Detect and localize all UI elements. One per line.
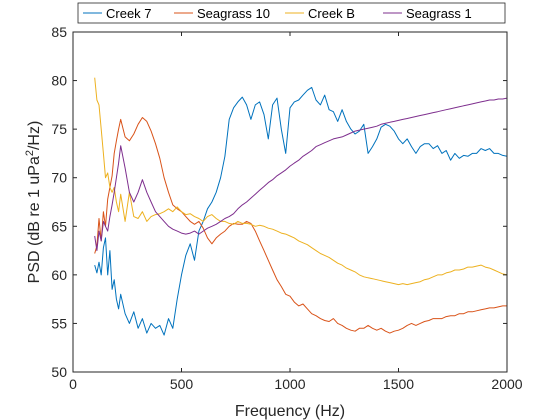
x-tick-label: 1500 xyxy=(383,376,414,392)
legend-label-seagrass-1: Seagrass 1 xyxy=(406,6,472,21)
y-tick-label: 50 xyxy=(51,364,67,380)
y-axis-label-prefix: PSD (dB re 1 uPa xyxy=(26,156,43,283)
y-tick-label: 80 xyxy=(51,73,67,89)
series-line-creek-7 xyxy=(94,86,508,336)
y-tick-label: 65 xyxy=(51,218,67,234)
y-tick-label: 85 xyxy=(51,24,67,40)
y-axis-label: PSD (dB re 1 uPa2/Hz) xyxy=(24,121,43,284)
legend-item-seagrass-1: Seagrass 1 xyxy=(383,6,472,21)
legend-label-creek-7: Creek 7 xyxy=(106,6,152,21)
y-tick-label: 60 xyxy=(51,267,67,283)
x-axis-label: Frequency (Hz) xyxy=(235,403,345,420)
x-tick-label: 2000 xyxy=(491,376,522,392)
series-line-seagrass-1 xyxy=(94,97,508,252)
y-axis-label-suffix: /Hz) xyxy=(26,121,43,150)
y-axis-label-superscript: 2 xyxy=(24,150,36,156)
series-line-creek-b xyxy=(94,77,508,286)
x-tick-label: 1000 xyxy=(274,376,305,392)
y-tick-label: 55 xyxy=(51,315,67,331)
x-tick-label: 0 xyxy=(69,376,77,392)
series-line-seagrass-10 xyxy=(94,117,507,334)
x-tick-label: 500 xyxy=(170,376,194,392)
legend-label-seagrass-10: Seagrass 10 xyxy=(197,6,270,21)
y-tick-label: 75 xyxy=(51,121,67,137)
series-layer xyxy=(94,77,508,336)
legend-item-creek-b: Creek B xyxy=(285,6,355,21)
legend-item-seagrass-10: Seagrass 10 xyxy=(174,6,270,21)
x-axis: 0 500 1000 1500 2000 xyxy=(69,32,523,392)
legend-item-creek-7: Creek 7 xyxy=(83,6,152,21)
plot-area xyxy=(73,32,507,372)
legend-label-creek-b: Creek B xyxy=(308,6,355,21)
y-tick-label: 70 xyxy=(51,170,67,186)
y-axis: 50 55 60 65 70 75 80 85 xyxy=(51,24,507,380)
legend: Creek 7 Seagrass 10 Creek B Seagrass 1 xyxy=(77,2,506,24)
